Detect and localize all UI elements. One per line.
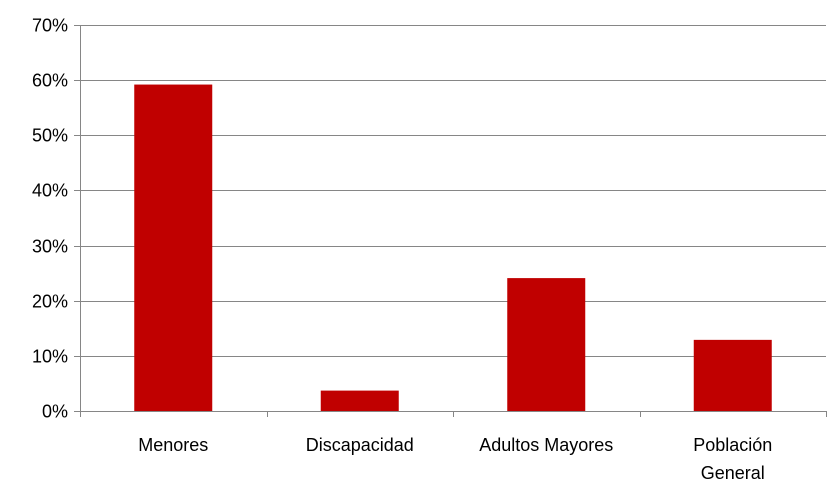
bar-adultos-mayores xyxy=(507,278,586,411)
y-tick-labels: 0% 10% 20% 30% 40% 50% 60% 70% xyxy=(32,16,68,422)
x-category-labels: Menores Discapacidad Adultos Mayores Poblac… xyxy=(138,435,772,483)
x-category-label: Menores xyxy=(138,435,208,455)
y-tick-label: 50% xyxy=(32,126,68,146)
x-category-label: Adultos Mayores xyxy=(479,435,613,455)
y-tick-label: 70% xyxy=(32,16,68,36)
bar-menores xyxy=(134,84,213,411)
bars xyxy=(134,84,772,411)
bar-población-general xyxy=(693,339,772,411)
x-category-label: Población xyxy=(693,435,772,455)
y-tick-label: 0% xyxy=(42,402,68,422)
bar-discapacidad xyxy=(320,390,399,411)
y-tick-label: 40% xyxy=(32,181,68,201)
y-tick-label: 30% xyxy=(32,237,68,257)
x-category-label: General xyxy=(701,463,765,483)
y-tick-label: 60% xyxy=(32,71,68,91)
y-tick-label: 10% xyxy=(32,347,68,367)
y-tick-label: 20% xyxy=(32,292,68,312)
x-category-label: Discapacidad xyxy=(306,435,414,455)
axes xyxy=(74,25,827,417)
